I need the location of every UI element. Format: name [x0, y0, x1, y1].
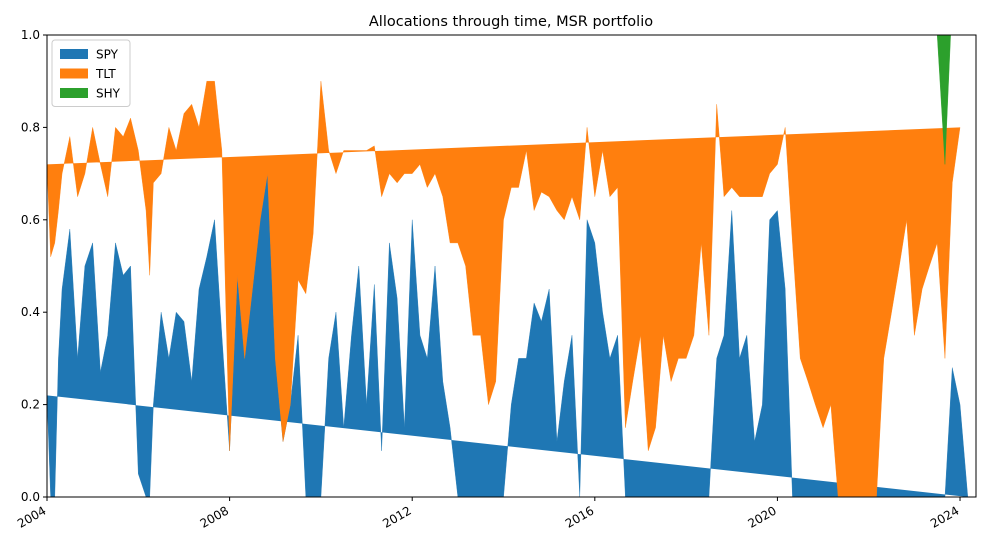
- chart-title: Allocations through time, MSR portfolio: [369, 14, 653, 30]
- y-tick-label: 0.4: [21, 305, 40, 319]
- series-area-tlt: [47, 81, 961, 497]
- y-tick-label: 0.8: [21, 120, 40, 134]
- legend-swatch-shy: [60, 88, 88, 98]
- series-layer: [47, 35, 968, 497]
- y-tick-label: 0.6: [21, 213, 40, 227]
- y-tick-label: 1.0: [21, 28, 40, 42]
- plot-frame: [46, 34, 977, 498]
- legend-label-spy: SPY: [96, 48, 119, 62]
- legend: SPY TLT SHY: [51, 39, 131, 107]
- y-tick-label: 0.0: [21, 490, 40, 504]
- legend-swatch-tlt: [60, 68, 88, 79]
- y-tick-label: 0.2: [21, 398, 40, 412]
- y-axis: 0.0 0.2 0.4 0.6 0.8 1.0: [21, 28, 47, 504]
- legend-label-tlt: TLT: [95, 67, 116, 81]
- series-area-spy: [47, 173, 968, 497]
- plot-area: [46, 34, 977, 498]
- legend-swatch-spy: [60, 49, 88, 59]
- legend-label-shy: SHY: [96, 87, 121, 101]
